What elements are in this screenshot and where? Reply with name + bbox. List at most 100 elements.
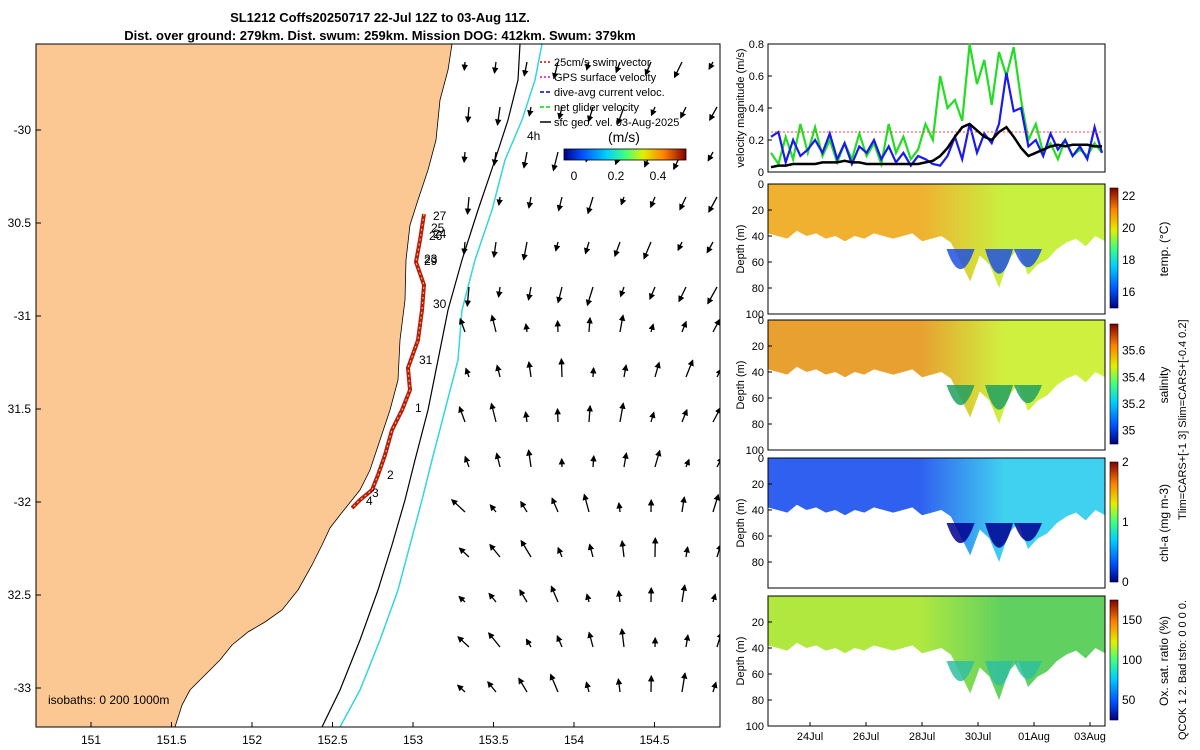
vel-y-tick-label: 0 <box>758 167 764 179</box>
velocity-vector <box>551 151 559 172</box>
section-y-tick-label: 0 <box>758 453 764 465</box>
velocity-vector <box>491 241 498 258</box>
map-x-tick-label: 154.5 <box>639 733 669 747</box>
side-note-limits: Tlim=CARS+[-1 3] Slim=CARS+[-0.4 0.2] <box>1177 319 1189 520</box>
velocity-vector <box>708 61 715 70</box>
velocity-vector <box>556 635 563 648</box>
velocity-vector <box>585 286 594 307</box>
section-colorbar-tick: 35.6 <box>1122 344 1146 358</box>
velocity-vector <box>583 241 591 255</box>
section-fill <box>768 596 1105 700</box>
section-y-axis-label: Depth (m) <box>735 499 747 548</box>
section-deep-water <box>985 249 1014 274</box>
velocity-vector <box>586 196 594 215</box>
section-y-tick-label: 20 <box>752 341 764 353</box>
speed-colorbar <box>563 148 687 161</box>
section-colorbar-tick: 22 <box>1122 189 1136 203</box>
velocity-vector <box>464 196 472 215</box>
velocity-vector <box>451 498 466 513</box>
velocity-vector <box>685 359 694 378</box>
section-x-tick-label: 30Jul <box>965 731 991 743</box>
velocity-vector <box>458 547 470 558</box>
section-y-tick-label: 60 <box>752 257 764 269</box>
section-fill <box>768 458 1105 562</box>
velocity-vector <box>464 286 472 307</box>
velocity-vector <box>461 241 468 256</box>
section-colorbar-tick: 18 <box>1122 253 1136 267</box>
map-x-tick-label: 152.5 <box>317 733 347 747</box>
vel-y-tick-label: 0.2 <box>749 135 764 147</box>
speed-colorbar-ticks: 0 0.2 0.4 <box>571 169 667 183</box>
figure-title-line-2: Dist. over ground: 279km. Dist. swum: 25… <box>124 28 636 43</box>
section-y-tick-label: 100 <box>746 721 764 733</box>
section-y-tick-label: 40 <box>752 231 764 243</box>
velocity-vector <box>557 106 564 120</box>
section-y-axis-label: Depth (m) <box>735 637 747 686</box>
map-x-tick-label: 151 <box>81 733 101 747</box>
velocity-vector <box>744 197 748 204</box>
velocity-vector <box>552 61 559 80</box>
velocity-vector <box>521 151 529 169</box>
velocity-vector <box>619 286 626 298</box>
velocity-vector <box>616 106 625 125</box>
section-deep-water <box>946 249 975 270</box>
side-note-qc: QCOK 1 2. Bad tsfo: 0 0 0 0. <box>1177 600 1189 740</box>
section-colorbar-label: temp. (°C) <box>1157 222 1171 277</box>
velocity-vector <box>464 367 471 378</box>
map-y-tick-label: 31.5 <box>8 402 32 416</box>
velocity-vector <box>527 106 534 117</box>
legend-entry: sfc geo. vel. 03-Aug-2025 <box>554 117 679 129</box>
section-deep-water <box>946 385 975 406</box>
velocity-vector <box>558 357 565 378</box>
map-x-tick-label: 152 <box>242 733 262 747</box>
velocity-vector <box>589 366 597 378</box>
legend-entry: net glider velocity <box>554 102 639 114</box>
velocity-vector <box>715 368 720 378</box>
velocity-vector <box>551 497 559 513</box>
velocity-vector <box>613 241 621 258</box>
vel-series-line <box>770 122 1102 169</box>
velocity-vector <box>709 106 718 122</box>
velocity-vector <box>679 196 687 211</box>
colorbar-title: (m/s) <box>608 129 640 145</box>
velocity-vector <box>707 286 718 305</box>
glider-track-overlay <box>351 213 425 509</box>
velocity-vector <box>681 320 688 333</box>
velocity-vector <box>619 402 626 423</box>
map-y-tick-label: 32.5 <box>8 588 32 602</box>
map-y-tick-label: -33 <box>14 681 32 695</box>
track-day-label: 4 <box>366 494 373 508</box>
velocity-vector <box>712 406 720 423</box>
velocity-vector <box>587 631 594 648</box>
velocity-vector <box>649 286 656 300</box>
velocity-vector <box>619 628 626 648</box>
velocity-vector <box>680 106 687 119</box>
section-y-tick-label: 60 <box>752 393 764 405</box>
velocity-vector <box>743 287 748 296</box>
section-panel: 20 40 60 80 100 Depth (m) 50 100 150 Ox. sat. rat… <box>735 595 1171 743</box>
velocity-vector <box>490 314 497 333</box>
section-colorbar-tick: 2 <box>1122 455 1129 469</box>
velocity-vector <box>554 407 561 423</box>
velocity-vector <box>707 151 714 162</box>
velocity-vector <box>557 546 564 558</box>
track-day-label: 25 <box>431 221 445 235</box>
velocity-vector <box>458 595 466 603</box>
land-area <box>36 44 453 727</box>
velocity-vector <box>654 449 662 468</box>
figure-title-line-1: SL1212 Coffs20250717 22-Jul 12Z to 03-Au… <box>230 10 530 25</box>
section-colorbar <box>1109 599 1119 721</box>
velocity-vector <box>489 504 497 513</box>
vel-y-tick-label: 0.4 <box>749 103 764 115</box>
section-y-tick-label: 20 <box>752 479 764 491</box>
section-y-tick-label: 100 <box>746 445 764 457</box>
velocity-vector <box>495 106 502 126</box>
velocity-vector <box>464 455 471 468</box>
velocity-vector <box>748 543 755 558</box>
vel-series-line <box>770 72 1104 168</box>
section-deep-water <box>985 385 1014 410</box>
velocity-vector <box>553 241 561 252</box>
velocity-vector <box>744 592 749 602</box>
